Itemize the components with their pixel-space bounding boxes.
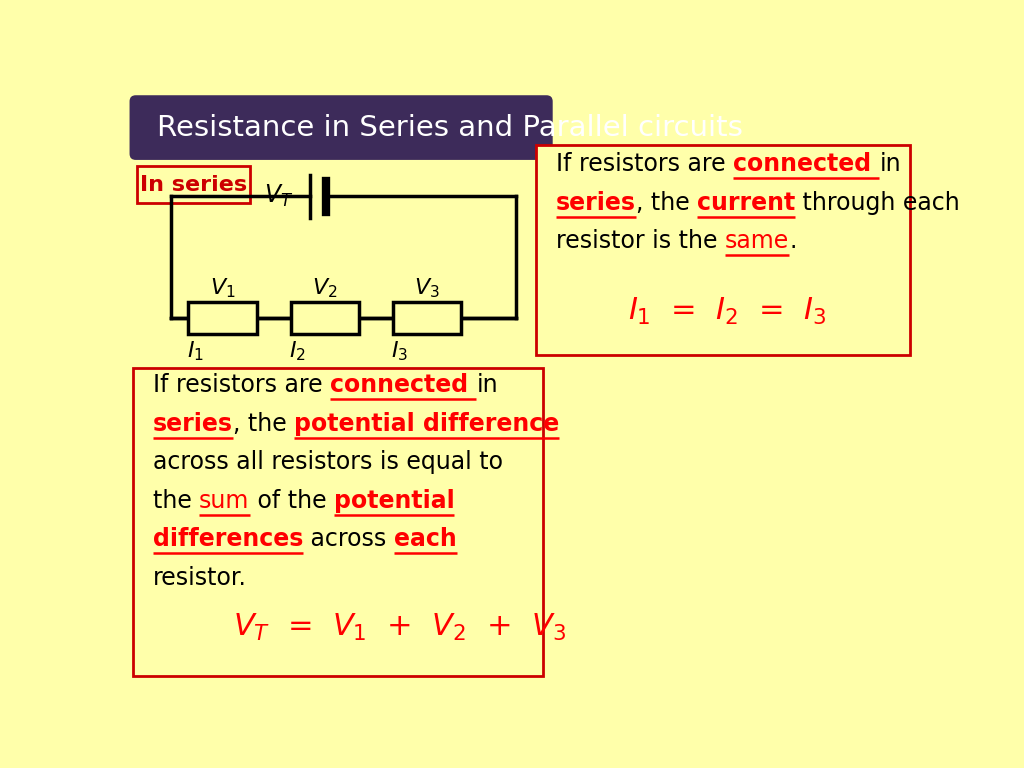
Text: $V_T$: $V_T$	[264, 183, 293, 209]
Text: through each: through each	[796, 191, 961, 215]
Text: $V_2$: $V_2$	[312, 276, 338, 300]
FancyBboxPatch shape	[130, 95, 553, 160]
Text: connected: connected	[330, 373, 476, 398]
Text: the: the	[153, 489, 200, 513]
Text: $I_1$  =  $I_2$  =  $I_3$: $I_1$ = $I_2$ = $I_3$	[628, 296, 826, 327]
Text: in: in	[880, 153, 901, 177]
Text: series: series	[153, 412, 232, 436]
Text: of the: of the	[250, 489, 334, 513]
Text: If resistors are: If resistors are	[556, 153, 733, 177]
FancyBboxPatch shape	[537, 145, 910, 355]
FancyBboxPatch shape	[133, 368, 543, 676]
Text: series: series	[556, 191, 636, 215]
Text: Resistance in Series and Parallel circuits: Resistance in Series and Parallel circui…	[158, 114, 743, 141]
Text: , the: , the	[636, 191, 697, 215]
Bar	[291, 302, 359, 334]
Text: potential: potential	[334, 489, 455, 513]
Text: resistor.: resistor.	[153, 566, 247, 590]
Text: differences: differences	[153, 528, 303, 551]
Text: If resistors are: If resistors are	[153, 373, 330, 398]
Text: $V_3$: $V_3$	[415, 276, 440, 300]
FancyBboxPatch shape	[136, 166, 250, 203]
Text: potential difference: potential difference	[294, 412, 559, 436]
Text: in: in	[476, 373, 498, 398]
Text: , the: , the	[232, 412, 294, 436]
Text: $V_T$  =  $V_1$  +  $V_2$  +  $V_3$: $V_T$ = $V_1$ + $V_2$ + $V_3$	[232, 612, 565, 643]
Bar	[188, 302, 257, 334]
Text: $I_3$: $I_3$	[391, 339, 409, 362]
Text: resistor is the: resistor is the	[556, 230, 725, 253]
Bar	[393, 302, 461, 334]
Text: $I_1$: $I_1$	[187, 339, 204, 362]
Text: each: each	[394, 528, 457, 551]
Text: same: same	[725, 230, 790, 253]
Text: sum: sum	[200, 489, 250, 513]
Text: across all resistors is equal to: across all resistors is equal to	[153, 451, 503, 475]
Text: $V_1$: $V_1$	[210, 276, 236, 300]
Text: .: .	[790, 230, 797, 253]
Text: across: across	[303, 528, 394, 551]
Text: In series: In series	[139, 174, 247, 194]
Text: $I_2$: $I_2$	[290, 339, 306, 362]
Text: connected: connected	[733, 153, 880, 177]
Text: current: current	[697, 191, 796, 215]
